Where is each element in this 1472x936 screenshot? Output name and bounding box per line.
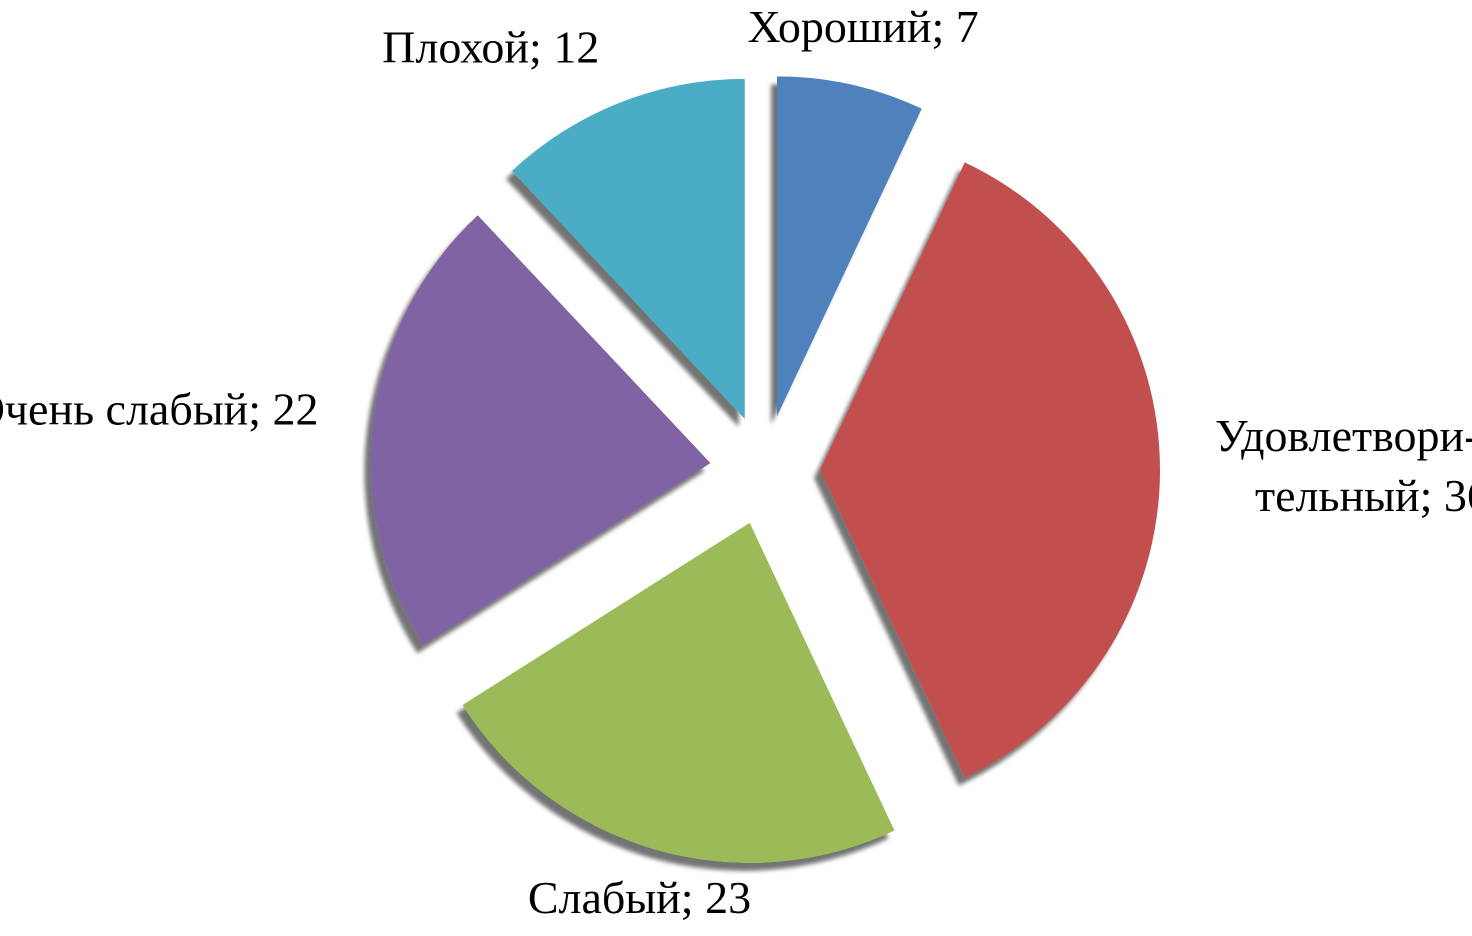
- pie-slice: [512, 78, 745, 419]
- pie-slice: [462, 522, 895, 863]
- data-label: Хороший; 7: [748, 0, 979, 51]
- data-label: Удовлетвори-тельный; 36: [1215, 410, 1472, 521]
- pie-slice: [370, 215, 711, 646]
- data-label: Слабый; 23: [528, 872, 751, 923]
- data-label: Очень слабый; 22: [0, 383, 319, 434]
- pie-slice: [776, 76, 922, 417]
- data-label: Плохой; 12: [382, 21, 599, 72]
- pie-slice: [820, 162, 1160, 778]
